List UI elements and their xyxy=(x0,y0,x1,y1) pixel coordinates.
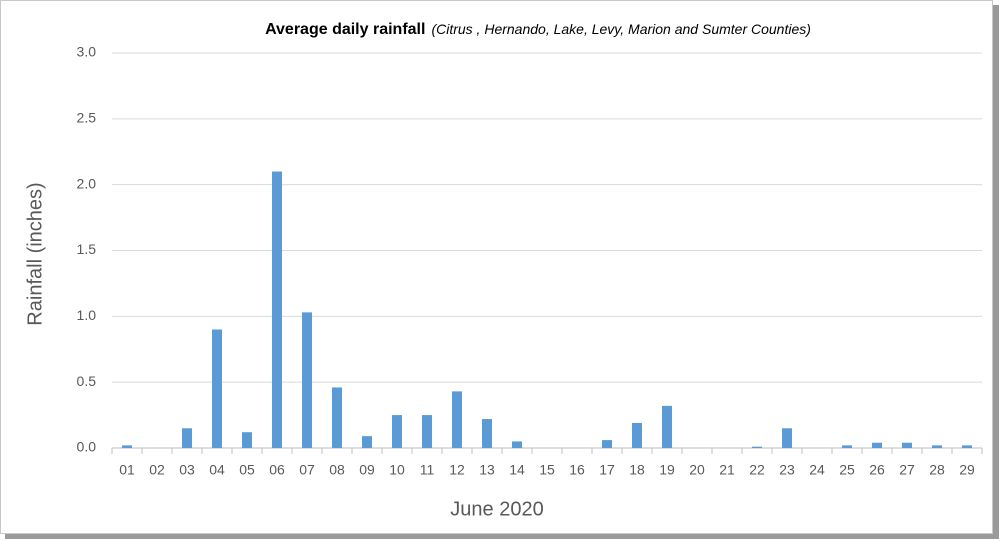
chart-title-line: Average daily rainfall (Citrus , Hernando… xyxy=(265,21,811,39)
bar xyxy=(272,171,282,448)
x-tick-label: 17 xyxy=(599,462,615,478)
bar xyxy=(602,440,612,448)
bar xyxy=(332,387,342,448)
x-tick-label: 14 xyxy=(509,462,525,478)
x-tick-label: 02 xyxy=(149,462,165,478)
bar xyxy=(902,442,912,448)
frame xyxy=(0,0,993,534)
bar xyxy=(122,445,132,448)
y-tick-label: 1.0 xyxy=(77,307,97,323)
bar xyxy=(182,428,192,448)
x-tick-label: 20 xyxy=(689,462,705,478)
chart-subtitle: (Citrus , Hernando, Lake, Levy, Marion a… xyxy=(431,21,810,37)
x-tick-label: 10 xyxy=(389,462,405,478)
y-axis-title: Rainfall (inches) xyxy=(24,182,46,325)
x-tick-label: 27 xyxy=(899,462,915,478)
bar xyxy=(242,432,252,448)
x-tick-label: 08 xyxy=(329,462,345,478)
bar xyxy=(362,436,372,448)
bar xyxy=(842,445,852,448)
bar xyxy=(782,428,792,448)
bar xyxy=(392,415,402,448)
x-tick-label: 26 xyxy=(869,462,885,478)
bar xyxy=(512,441,522,448)
x-tick-label: 19 xyxy=(659,462,675,478)
y-tick-label: 0.5 xyxy=(77,373,97,389)
bar xyxy=(962,445,972,448)
bar xyxy=(422,415,432,448)
bar xyxy=(872,442,882,448)
bar xyxy=(302,312,312,448)
x-tick-label: 18 xyxy=(629,462,645,478)
bar xyxy=(632,422,642,448)
chart-title: Average daily rainfall xyxy=(265,21,425,38)
x-axis-title: June 2020 xyxy=(450,498,543,520)
x-tick-label: 07 xyxy=(299,462,315,478)
x-tick-label: 13 xyxy=(479,462,495,478)
bar xyxy=(452,391,462,448)
x-tick-label: 29 xyxy=(959,462,975,478)
y-tick-label: 2.5 xyxy=(77,110,97,126)
bar xyxy=(482,419,492,448)
bar xyxy=(752,446,762,448)
x-tick-label: 03 xyxy=(179,462,195,478)
x-tick-label: 09 xyxy=(359,462,375,478)
x-tick-label: 23 xyxy=(779,462,795,478)
x-tick-label: 04 xyxy=(209,462,225,478)
y-tick-label: 3.0 xyxy=(77,44,97,60)
x-tick-label: 12 xyxy=(449,462,465,478)
x-tick-label: 21 xyxy=(719,462,735,478)
x-tick-label: 25 xyxy=(839,462,855,478)
x-tick-label: 28 xyxy=(929,462,945,478)
x-tick-label: 06 xyxy=(269,462,285,478)
x-tick-label: 24 xyxy=(809,462,825,478)
y-tick-label: 0.0 xyxy=(77,439,97,455)
x-tick-label: 15 xyxy=(539,462,555,478)
x-tick-label: 01 xyxy=(119,462,135,478)
bar xyxy=(662,405,672,448)
x-tick-label: 05 xyxy=(239,462,255,478)
bar xyxy=(932,445,942,448)
y-tick-label: 2.0 xyxy=(77,175,97,191)
y-tick-label: 1.5 xyxy=(77,241,97,257)
x-tick-label: 11 xyxy=(420,462,435,478)
x-tick-label: 16 xyxy=(569,462,585,478)
bar xyxy=(212,329,222,448)
x-tick-label: 22 xyxy=(749,462,765,478)
